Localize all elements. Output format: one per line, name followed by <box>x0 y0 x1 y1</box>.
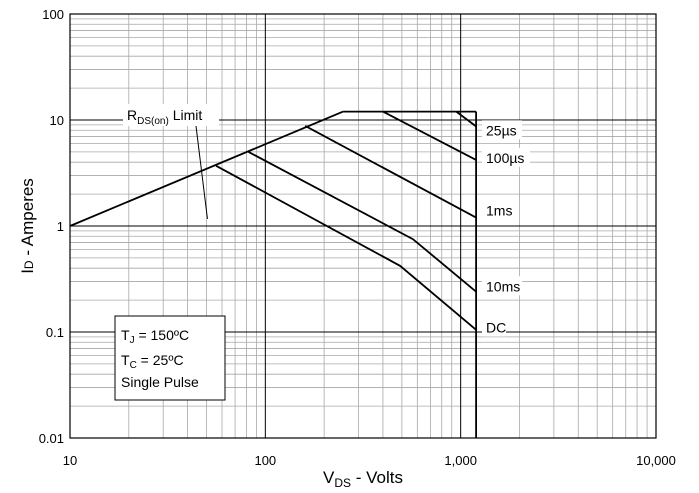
rdson-limit-annotation: RDS(on) Limit <box>123 104 219 219</box>
rdson-limit-label: RDS(on) Limit <box>127 107 202 127</box>
y-tick-label: 10 <box>50 113 64 128</box>
curve-ds-on-limit <box>69 110 344 227</box>
y-tick-label: 1 <box>57 219 64 234</box>
y-axis-title: ID - Amperes <box>18 178 37 274</box>
x-tick-labels: 10 100 1,000 10,000 <box>63 453 676 468</box>
curve-labels: 25µs 100µs 1ms 10ms DC <box>482 120 530 337</box>
curve-label-bg <box>482 276 522 296</box>
curve-label-bg <box>482 147 530 167</box>
curve-dc <box>215 165 477 331</box>
curve-100us <box>382 110 477 161</box>
plot-frame <box>69 13 657 439</box>
conditions-box: TJ = 150ºC TC = 25ºC Single Pulse <box>114 315 226 401</box>
curve-label-bg <box>482 317 506 337</box>
curve-label: 25µs <box>486 122 517 138</box>
condition-pulse: Single Pulse <box>121 374 199 390</box>
rdson-limit-box <box>123 104 219 126</box>
curve-1ms <box>304 125 477 219</box>
y-tick-label: 0.01 <box>39 431 64 446</box>
curve-25us <box>455 110 477 128</box>
curve-10ms <box>248 151 477 293</box>
x-axis-title: VDS - Volts <box>323 468 403 490</box>
y-tick-label: 0.1 <box>46 325 64 340</box>
x-tick-label: 10 <box>63 453 77 468</box>
y-tick-labels: 0.01 0.1 1 10 100 <box>39 7 64 446</box>
curve-label: 100µs <box>486 150 524 166</box>
x-tick-label: 1,000 <box>444 453 477 468</box>
y-tick-label: 100 <box>42 7 64 22</box>
curves <box>69 110 478 438</box>
conditions-box-frame <box>114 315 226 401</box>
curve-label-bg <box>482 200 514 220</box>
curve-label-bg <box>482 120 522 140</box>
x-tick-label: 100 <box>254 453 276 468</box>
rdson-limit-leader <box>195 125 208 219</box>
curve-label: 10ms <box>486 278 520 294</box>
condition-tj: TJ = 150ºC <box>121 327 189 346</box>
x-tick-label: 10,000 <box>636 453 676 468</box>
curve-label: 1ms <box>486 203 512 219</box>
condition-tc: TC = 25ºC <box>121 352 184 371</box>
curve-label: DC <box>486 320 506 336</box>
